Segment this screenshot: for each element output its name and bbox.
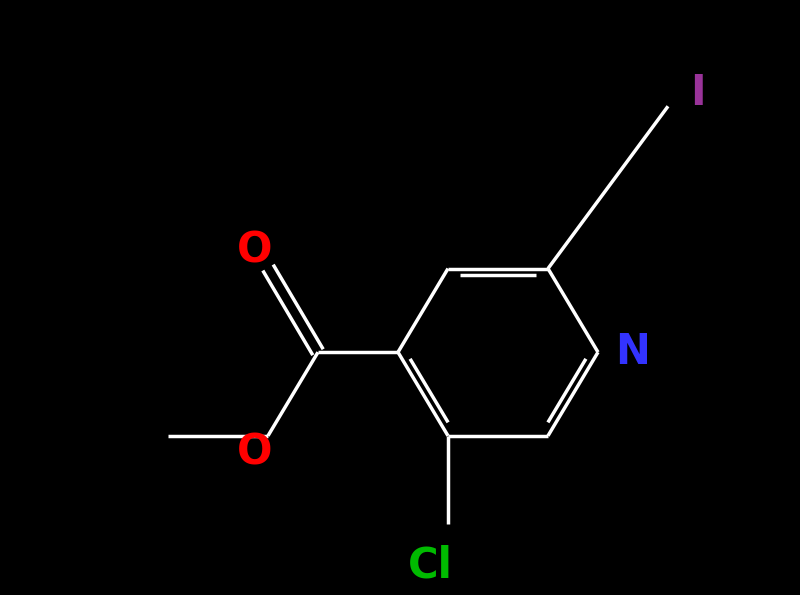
Text: Cl: Cl (407, 544, 453, 586)
Text: N: N (615, 331, 650, 373)
Text: O: O (238, 230, 273, 272)
Text: I: I (690, 73, 706, 114)
Text: O: O (238, 431, 273, 474)
